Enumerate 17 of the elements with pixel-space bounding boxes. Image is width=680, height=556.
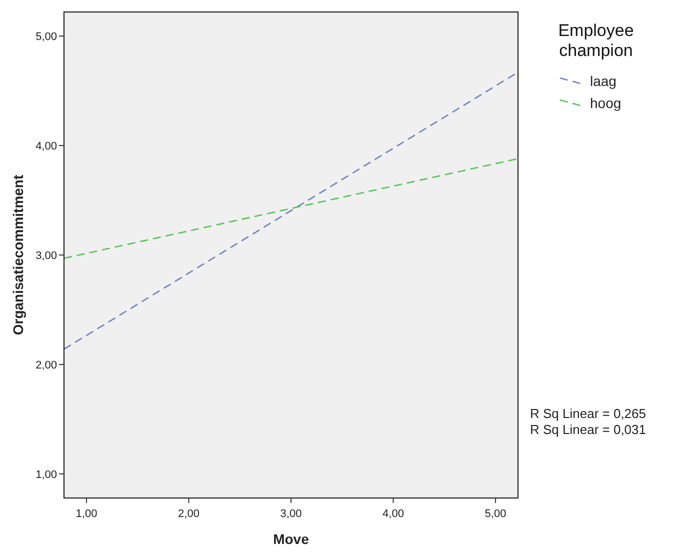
legend-label: laag xyxy=(590,73,616,89)
text: R Sq Linear = 0,031 xyxy=(530,422,646,437)
x-tick-label: 1,00 xyxy=(76,508,98,520)
y-tick-label: 4,00 xyxy=(36,140,57,153)
x-tick-label: 4,00 xyxy=(382,508,404,520)
legend-label: hoog xyxy=(590,95,622,111)
x-tick-label: 3,00 xyxy=(280,508,302,520)
text: R Sq Linear = 0,265 xyxy=(530,406,646,421)
y-tick-label: 5,00 xyxy=(36,31,57,44)
x-axis-title: Move xyxy=(273,531,310,547)
y-tick-label: 3,00 xyxy=(36,250,57,262)
y-tick-label: 1,00 xyxy=(36,468,57,481)
legend-title: Employee champion xyxy=(558,21,634,60)
y-axis-title: Organisatiecommitment xyxy=(10,174,26,336)
y-tick-label: 2,00 xyxy=(36,359,57,372)
x-tick-label: 2,00 xyxy=(178,508,200,520)
x-tick-label: 5,00 xyxy=(484,508,506,520)
